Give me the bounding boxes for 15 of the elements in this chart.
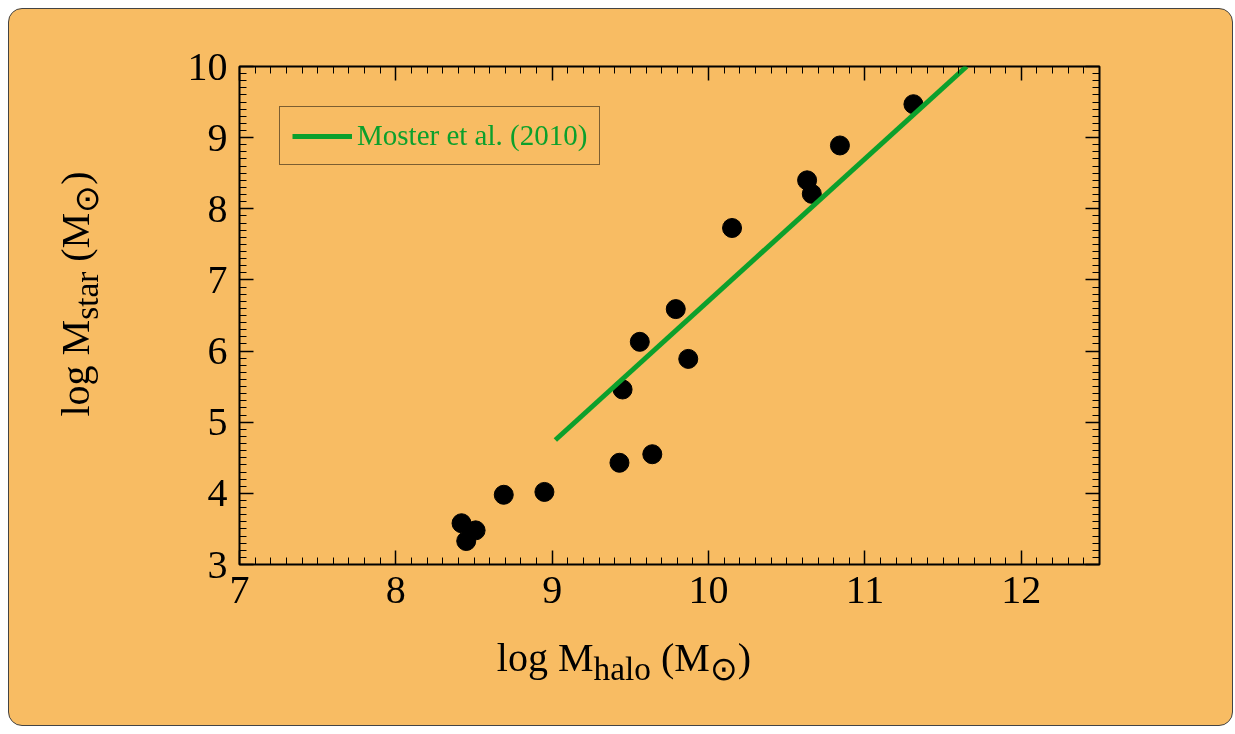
x-tick-label: 9 (542, 566, 563, 612)
legend-label: Moster et al. (2010) (357, 119, 588, 152)
x-tick-label: 10 (688, 566, 729, 612)
x-tick-label: 11 (845, 566, 885, 612)
y-tick-label: 7 (207, 256, 228, 302)
y-tick-label: 9 (207, 114, 228, 160)
y-tick-label: 5 (207, 399, 228, 445)
y-tick-label: 10 (187, 43, 228, 89)
y-tick-label: 6 (207, 328, 228, 374)
y-tick-label: 3 (207, 541, 228, 587)
x-tick-label: 8 (385, 566, 406, 612)
y-tick-label: 4 (207, 470, 228, 516)
x-axis-title: log M$_{halo}$ (M$_{⊙}$) (495, 634, 753, 689)
x-tick-label: 12 (1001, 566, 1042, 612)
y-tick-label: 8 (207, 185, 228, 231)
